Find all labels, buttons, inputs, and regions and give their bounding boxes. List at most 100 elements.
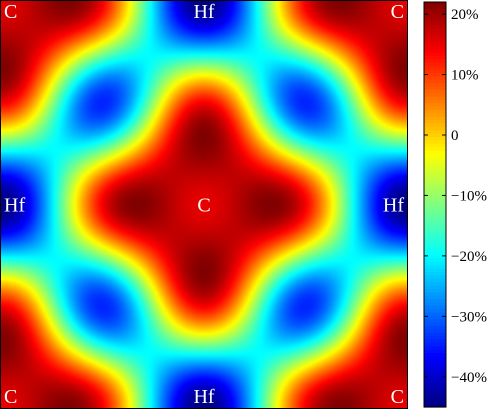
colorbar-segment <box>424 292 446 297</box>
colorbar-segment <box>424 42 446 47</box>
colorbar-segment <box>424 116 446 121</box>
colorbar-segment <box>424 157 446 162</box>
colorbar-segment <box>424 93 446 98</box>
colorbar-segment <box>424 197 446 202</box>
colorbar-segment <box>424 96 446 101</box>
colorbar-segment <box>424 120 446 125</box>
colorbar-segment <box>424 386 446 391</box>
colorbar-segment <box>424 130 446 135</box>
colorbar-segment <box>424 373 446 378</box>
colorbar-tick-label: −30% <box>451 309 487 325</box>
colorbar-segment <box>424 177 446 182</box>
colorbar-segment <box>424 140 446 145</box>
colorbar-tick-label: −20% <box>451 249 487 265</box>
colorbar-segment <box>424 342 446 347</box>
colorbar-segment <box>424 302 446 307</box>
colorbar-segment <box>424 376 446 381</box>
colorbar: 20% 10% 0 −10% −20% −30% −40% <box>423 1 487 408</box>
colorbar-segment <box>424 224 446 229</box>
colorbar-tick-label: 10% <box>451 68 479 84</box>
colorbar-segment <box>424 393 446 398</box>
colorbar-segment <box>424 52 446 57</box>
colorbar-segment <box>424 207 446 212</box>
colorbar-segment <box>424 76 446 81</box>
colorbar-segment <box>424 278 446 283</box>
colorbar-segment <box>424 83 446 87</box>
colorbar-segment <box>424 170 446 175</box>
colorbar-segment <box>424 180 446 185</box>
colorbar-tick-label: 0 <box>451 128 459 144</box>
colorbar-segment <box>424 295 446 300</box>
colorbar-segment <box>424 45 446 50</box>
atom-label-hf: Hf <box>383 195 404 217</box>
colorbar-segment <box>424 322 446 327</box>
colorbar-segment <box>424 160 446 165</box>
colorbar-segment <box>424 356 446 361</box>
colorbar-segment <box>424 268 446 273</box>
colorbar-segment <box>424 201 446 206</box>
colorbar-segment <box>424 8 446 13</box>
atom-label-c: C <box>4 386 17 408</box>
colorbar-segment <box>424 282 446 287</box>
colorbar-segment <box>424 245 446 249</box>
colorbar-segment <box>424 218 446 222</box>
colorbar-segment <box>424 272 446 276</box>
colorbar-segment <box>424 305 446 310</box>
colorbar-segment <box>424 339 446 344</box>
colorbar-segment <box>424 396 446 401</box>
colorbar-segment <box>424 369 446 374</box>
colorbar-segment <box>424 174 446 179</box>
colorbar-segment <box>424 79 446 84</box>
colorbar-segment <box>424 123 446 128</box>
colorbar-segment <box>424 275 446 280</box>
colorbar-segment <box>424 228 446 233</box>
colorbar-segment <box>424 18 446 23</box>
atom-labels: C Hf C Hf C Hf C Hf C <box>4 1 404 408</box>
heatmap-image <box>0 0 408 409</box>
colorbar-segment <box>424 329 446 334</box>
colorbar-segment <box>424 214 446 219</box>
heatmap-plot <box>0 0 408 409</box>
colorbar-segment <box>424 89 446 94</box>
colorbar-segment <box>424 261 446 266</box>
colorbar-segment <box>424 103 446 108</box>
atom-label-c: C <box>197 195 210 217</box>
colorbar-segment <box>424 35 446 40</box>
colorbar-segment <box>424 143 446 148</box>
colorbar-segment <box>424 133 446 138</box>
colorbar-segment <box>424 25 446 30</box>
colorbar-segment <box>424 346 446 351</box>
colorbar-segment <box>424 86 446 91</box>
colorbar-segment <box>424 191 446 195</box>
colorbar-segment <box>424 106 446 111</box>
colorbar-segment <box>424 167 446 172</box>
colorbar-segment <box>424 5 446 10</box>
colorbar-segment <box>424 285 446 290</box>
colorbar-segment <box>424 255 446 260</box>
colorbar-segment <box>424 184 446 189</box>
colorbar-segment <box>424 56 446 60</box>
colorbar-segment <box>424 366 446 371</box>
colorbar-tick-label: −10% <box>451 188 487 204</box>
colorbar-segment <box>424 299 446 303</box>
colorbar-segment <box>424 2 446 6</box>
colorbar-segment <box>424 390 446 395</box>
colorbar-segment <box>424 99 446 104</box>
colorbar-segment <box>424 32 446 37</box>
colorbar-segment <box>424 353 446 357</box>
colorbar-segment <box>424 400 446 405</box>
colorbar-segment <box>424 332 446 337</box>
colorbar-segment <box>424 241 446 246</box>
colorbar-segment <box>424 265 446 270</box>
colorbar-segment <box>424 153 446 158</box>
colorbar-segment <box>424 204 446 209</box>
colorbar-segment <box>424 69 446 74</box>
colorbar-segment <box>424 113 446 118</box>
colorbar-segment <box>424 164 446 168</box>
colorbar-segment <box>424 194 446 199</box>
colorbar-frame <box>423 1 447 408</box>
colorbar-segment <box>424 137 446 141</box>
colorbar-segment <box>424 59 446 64</box>
colorbar-segment <box>424 336 446 341</box>
